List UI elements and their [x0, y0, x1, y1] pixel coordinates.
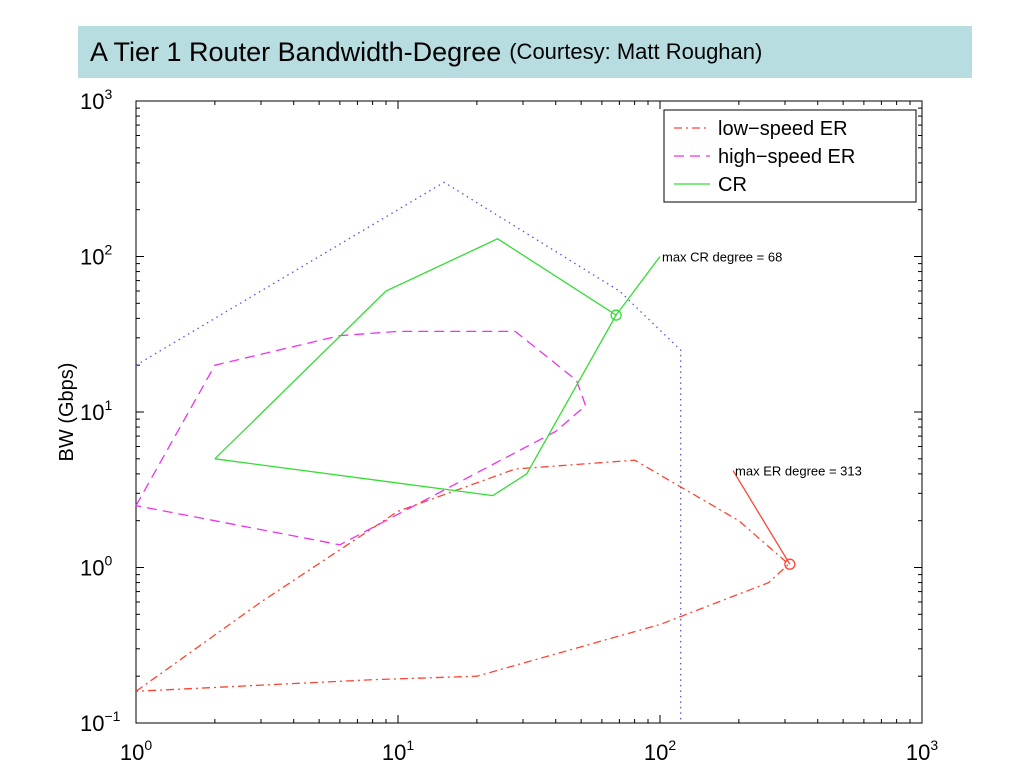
series-line-cr: [214, 238, 617, 497]
title-banner: A Tier 1 Router Bandwidth-Degree (Courte…: [78, 26, 972, 78]
y-tick-label: 100: [80, 553, 112, 581]
y-axis-label: BW (Gbps): [56, 363, 78, 462]
series-layer: [135, 181, 790, 723]
slide-title-note: (Courtesy: Matt Roughan): [509, 39, 763, 64]
annotation-marker: [610, 309, 622, 321]
annotation-marker: [784, 558, 796, 570]
annotation-leader: [732, 470, 791, 565]
y-tick-label: 102: [80, 242, 112, 270]
annotation-label: max ER degree = 313: [735, 464, 862, 479]
y-tick-label: 103: [80, 86, 112, 114]
series-line-high-speed-er: [135, 330, 587, 546]
legend-label: CR: [718, 174, 747, 196]
x-tick-label: 100: [120, 737, 152, 765]
slide-title: A Tier 1 Router Bandwidth-Degree: [90, 36, 502, 67]
y-tick-label: 10−1: [80, 708, 121, 736]
series-line-low-speed-er: [135, 459, 790, 692]
x-tick-label: 103: [906, 737, 938, 765]
annotation-leader: [615, 256, 661, 316]
annotation-label: max CR degree = 68: [662, 250, 782, 265]
annotation-layer: max CR degree = 68 max ER degree = 313: [610, 250, 862, 570]
legend-label: low−speed ER: [718, 118, 848, 140]
x-tick-label: 101: [382, 737, 414, 765]
y-tick-label: 101: [80, 397, 112, 425]
legend-label: high−speed ER: [718, 146, 855, 168]
legend: low−speed ER high−speed ER CR: [663, 109, 917, 203]
x-tick-label: 102: [644, 737, 676, 765]
